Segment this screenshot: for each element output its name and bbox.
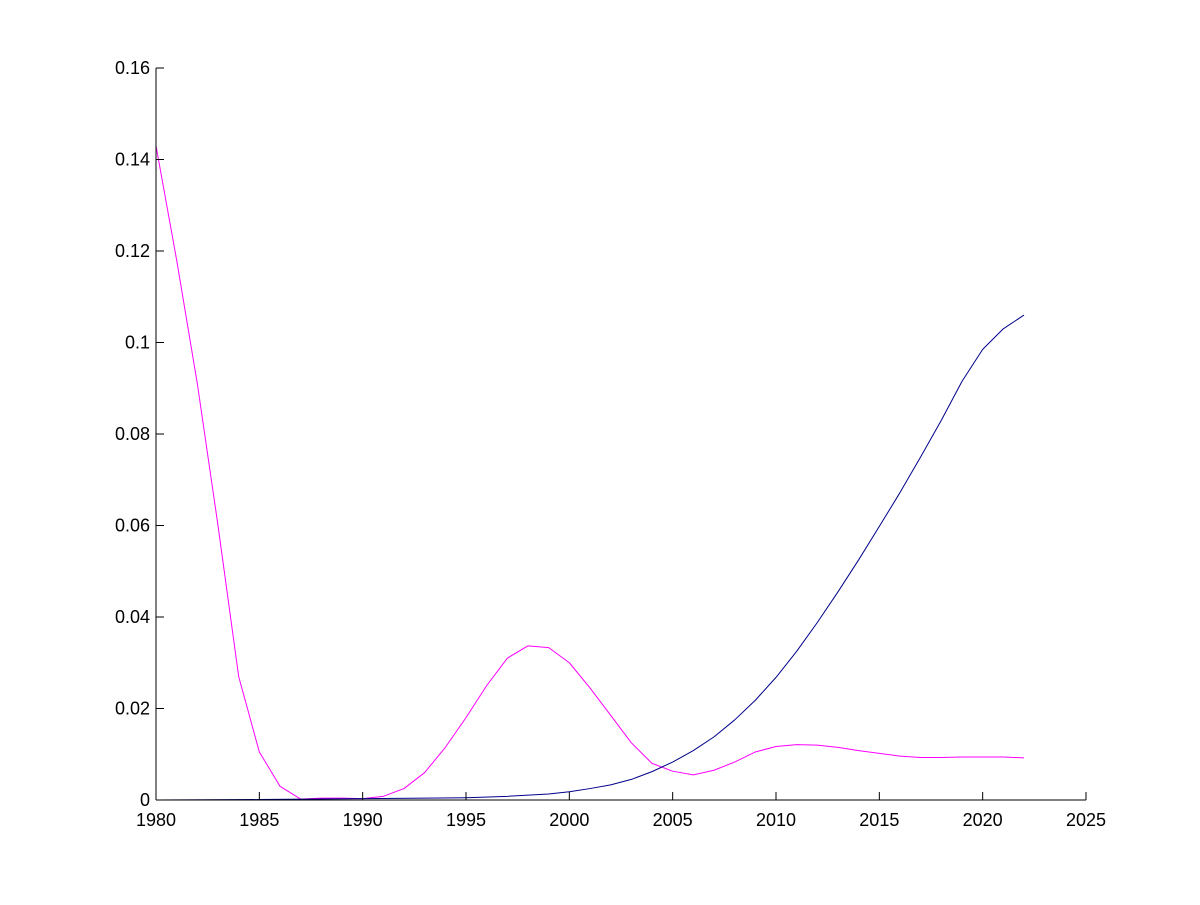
x-tick-label: 1990 (343, 810, 383, 830)
y-tick-label: 0.14 (115, 150, 150, 170)
x-tick-label: 2005 (653, 810, 693, 830)
x-tick-label: 2025 (1066, 810, 1106, 830)
y-tick-label: 0.04 (115, 607, 150, 627)
y-tick-label: 0 (140, 790, 150, 810)
series-line-2 (155, 314, 1025, 801)
x-tick-label: 1985 (239, 810, 279, 830)
series-line-1 (155, 145, 1025, 800)
series-layer (155, 145, 1025, 801)
x-tick-label: 1995 (446, 810, 486, 830)
x-tick-label: 1980 (136, 810, 176, 830)
y-tick-label: 0.1 (125, 333, 150, 353)
x-tick-label: 2000 (549, 810, 589, 830)
x-axis-ticks: 1980 1985 1990 1995 2000 2005 2010 2015 2020 2025 (136, 792, 1106, 830)
x-tick-label: 2020 (963, 810, 1003, 830)
y-tick-label: 0.02 (115, 699, 150, 719)
x-tick-label: 2015 (859, 810, 899, 830)
x-tick-label: 2010 (756, 810, 796, 830)
y-tick-label: 0.06 (115, 516, 150, 536)
y-tick-label: 0.12 (115, 241, 150, 261)
axes-layer (155, 68, 1086, 801)
y-tick-label: 0.08 (115, 424, 150, 444)
y-tick-label: 0.16 (115, 58, 150, 78)
y-axis-ticks: 0 0.02 0.04 0.06 0.08 0.1 0.12 0.14 0.16 (115, 58, 164, 810)
